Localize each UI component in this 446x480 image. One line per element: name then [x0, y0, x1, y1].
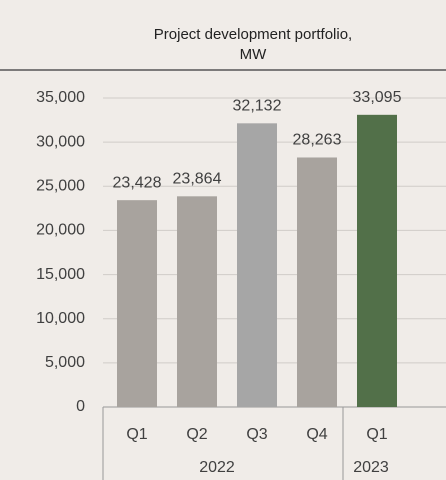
bar [177, 196, 217, 407]
x-tick-label: Q1 [366, 426, 387, 443]
bar [357, 114, 397, 408]
y-tick-label: 20,000 [36, 222, 85, 239]
y-tick-label: 30,000 [36, 133, 85, 150]
data-label: 33,095 [353, 89, 402, 106]
x-tick-label: Q3 [246, 426, 267, 443]
y-tick-label: 5,000 [45, 354, 85, 371]
x-tick-label: Q2 [186, 426, 207, 443]
y-tick-label: 0 [76, 398, 85, 415]
y-tick-label: 25,000 [36, 178, 85, 195]
y-tick-label: 15,000 [36, 266, 85, 283]
data-label: 23,428 [113, 174, 162, 191]
chart-title: Project development portfolio, MW [154, 26, 352, 63]
bar [237, 123, 277, 407]
x-group-label: 2022 [199, 459, 235, 476]
x-tick-label: Q1 [126, 426, 147, 443]
data-label: 32,132 [233, 98, 282, 115]
data-label: 28,263 [293, 132, 342, 149]
y-tick-label: 10,000 [36, 310, 85, 327]
x-tick-label: Q4 [306, 426, 327, 443]
x-group-label: 2023 [353, 459, 389, 476]
y-tick-label: 35,000 [36, 89, 85, 106]
bar [297, 157, 337, 407]
data-label: 23,864 [173, 171, 222, 188]
bar [117, 200, 157, 407]
